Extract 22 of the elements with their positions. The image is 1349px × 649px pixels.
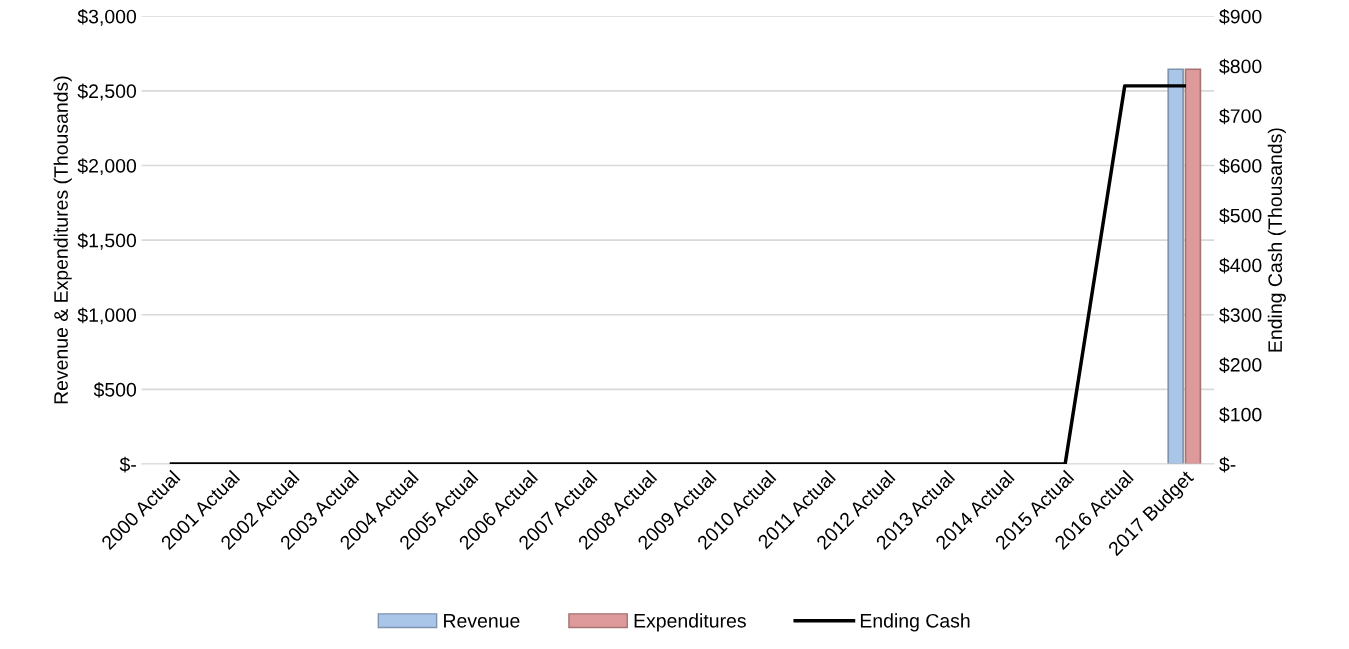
y-tick-label: $- — [119, 456, 136, 473]
y2-tick-label: $700 — [1219, 108, 1262, 125]
y-tick-label: $2,500 — [77, 83, 137, 101]
y2-tick-label: $800 — [1219, 58, 1262, 75]
y-axis-title: Revenue & Expenditures (Thousands) — [53, 76, 72, 404]
legend-label: Ending Cash — [860, 613, 970, 632]
y2-tick-label: $400 — [1219, 257, 1262, 274]
legend-label: Revenue — [444, 614, 520, 628]
y2-tick-label: $- — [1219, 456, 1236, 473]
y2-axis-title: Ending Cash (Thousands) — [1267, 128, 1286, 352]
y-tick-label: $3,000 — [77, 8, 137, 26]
y2-tick-label: $600 — [1219, 158, 1262, 174]
y2-tick-label: $900 — [1219, 8, 1262, 25]
y2-tick-label: $500 — [1219, 207, 1262, 224]
y2-tick-label: $100 — [1219, 406, 1262, 423]
legend-label: Expenditures — [634, 613, 746, 632]
y2-tick-label: $300 — [1219, 307, 1262, 324]
y-tick-label: $1,000 — [77, 307, 137, 325]
y-tick-label: $1,500 — [77, 232, 137, 250]
y-tick-label: $2,000 — [77, 158, 137, 176]
y2-tick-label: $200 — [1219, 357, 1262, 373]
y-tick-label: $500 — [93, 382, 137, 398]
